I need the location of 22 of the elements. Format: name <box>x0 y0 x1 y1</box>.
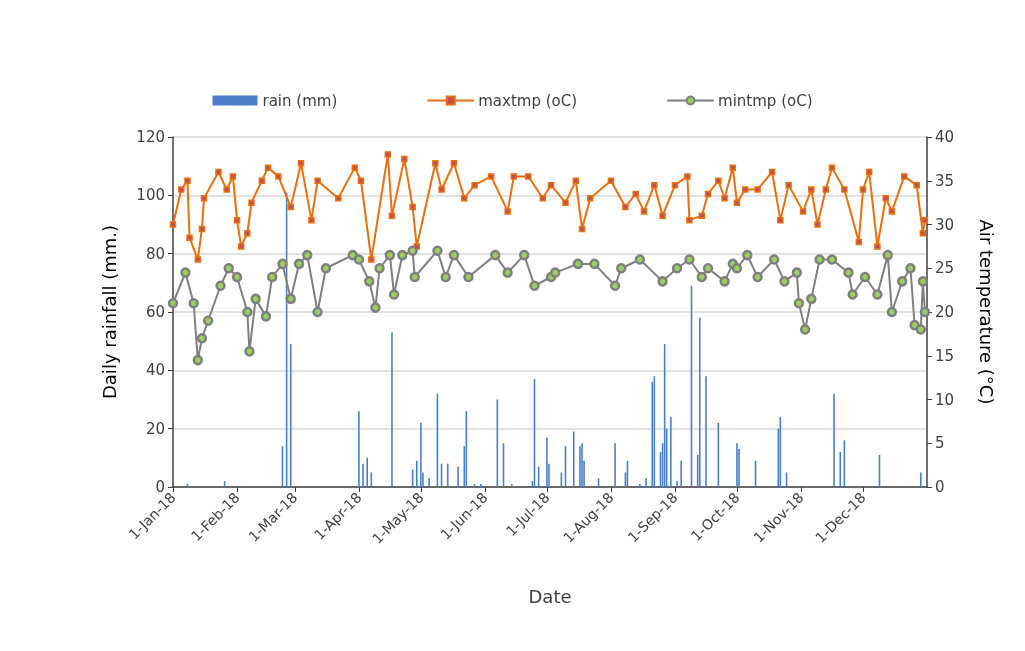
legend-label: mintmp (oC) <box>718 91 813 110</box>
y-tick-label: 100 <box>136 186 165 205</box>
y-tick-label: 80 <box>145 244 165 263</box>
y2-axis-title: Air temperature (°C) <box>975 219 997 405</box>
y-tick-label: 120 <box>136 128 165 146</box>
y2-tick-label: 25 <box>935 259 955 278</box>
y2-tick-label: 40 <box>935 128 955 146</box>
y2-tick-label: 10 <box>935 390 955 409</box>
y-axis-title: Daily rainfall (mm.) <box>98 224 120 400</box>
y2-tick-label: 30 <box>935 215 955 234</box>
legend-label: maxtmp (oC) <box>478 91 578 110</box>
y-tick-label: 0 <box>155 478 165 496</box>
y-tick-label: 60 <box>145 303 165 321</box>
y2-tick-label: 20 <box>935 303 955 321</box>
y-tick-label: 20 <box>145 419 165 438</box>
legend-label: rain (mm) <box>262 91 338 110</box>
x-axis-title: Date <box>528 585 572 607</box>
y2-tick-label: 35 <box>935 171 955 190</box>
y2-tick-label: 0 <box>935 478 945 496</box>
y2-tick-label: 5 <box>935 434 945 453</box>
y2-tick-label: 15 <box>935 346 955 365</box>
y-tick-label: 40 <box>145 361 165 380</box>
